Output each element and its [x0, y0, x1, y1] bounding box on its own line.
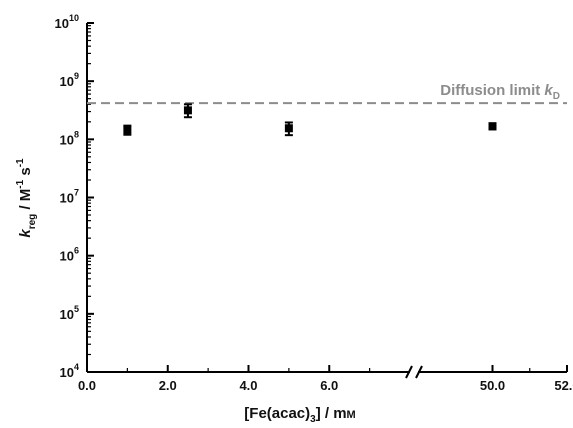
x-tick-label: 0.0 — [78, 378, 96, 393]
y-tick-label: 106 — [60, 246, 79, 264]
reference-line-group: Diffusion limit kD — [87, 82, 567, 105]
y-tick-label: 1010 — [55, 13, 79, 31]
axis-break-mark-left — [405, 365, 413, 379]
y-tick-label: 104 — [60, 362, 79, 380]
y-tick-label: 107 — [60, 188, 79, 206]
axis-break-mark-right — [415, 365, 423, 379]
data-point — [284, 124, 293, 133]
x-tick-label: 4.0 — [239, 378, 257, 393]
x-tick-label: 6.0 — [320, 378, 338, 393]
x-axis-label: [Fe(acac)3] / mM — [244, 405, 355, 425]
data-point — [183, 106, 192, 115]
axes: 104 105 106 107 108 109 1010 0.0 2.0 4.0 6.0 50.0 52… — [55, 13, 573, 393]
y-tick-label: 105 — [60, 304, 79, 322]
data-point — [488, 122, 497, 131]
x-tick-label: 2.0 — [159, 378, 177, 393]
x-tick-label: 52.0 — [554, 378, 573, 393]
y-axis-label: kreg / M-1 s-1 — [15, 158, 38, 238]
data-points — [123, 103, 497, 137]
diffusion-limit-label: Diffusion limit kD — [440, 82, 560, 102]
y-tick-label: 109 — [60, 71, 79, 89]
y-tick-label: 108 — [60, 129, 79, 147]
x-tick-label: 50.0 — [480, 378, 505, 393]
data-point — [123, 125, 132, 134]
